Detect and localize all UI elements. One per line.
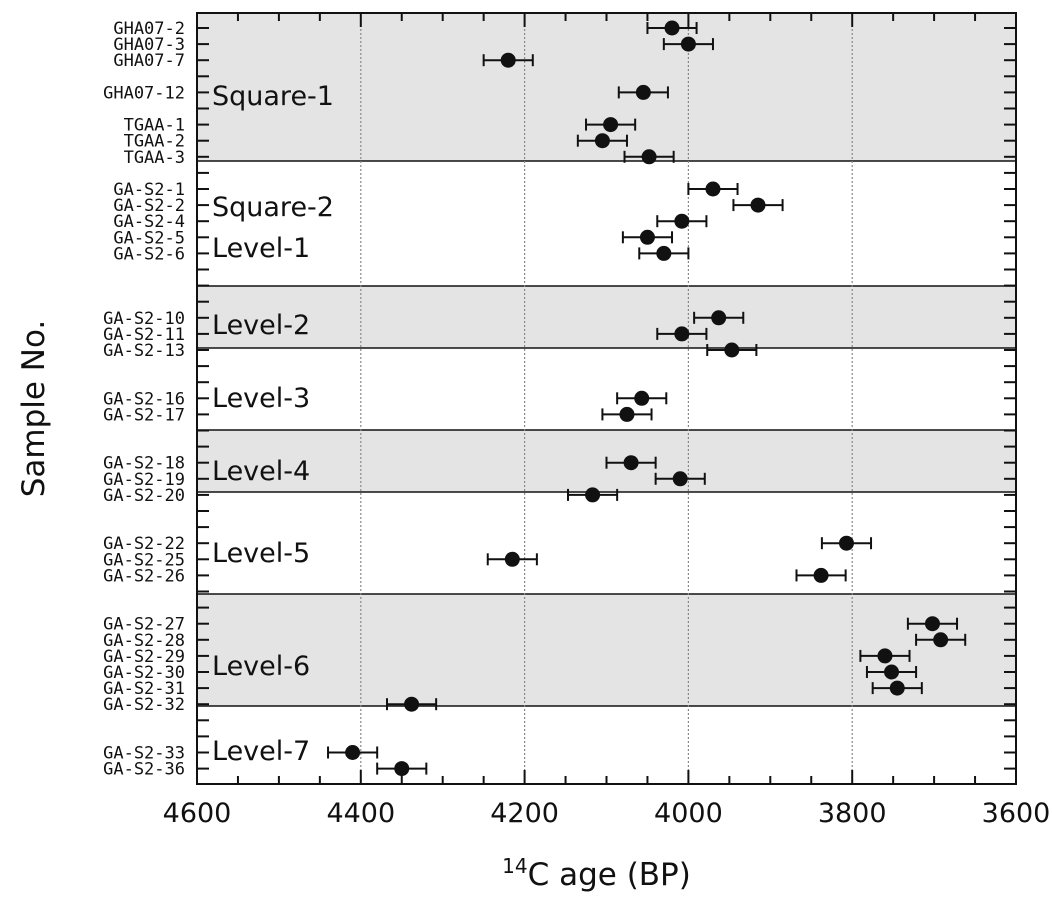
sample-label: GHA07-12 <box>103 83 185 103</box>
sample-label: GA-S2-20 <box>103 486 185 506</box>
data-point <box>641 149 657 165</box>
sample-label: GA-S2-31 <box>103 679 185 699</box>
data-point <box>838 535 854 551</box>
data-point <box>711 310 727 326</box>
group-labels: Square-1 Square-2 Level-1 Level-2 Level-3 Lev… <box>212 81 334 767</box>
sample-label: GA-S2-19 <box>103 470 185 490</box>
sample-label: GA-S2-22 <box>103 534 185 554</box>
data-point <box>404 696 420 712</box>
data-point <box>924 616 940 632</box>
sample-label: GA-S2-11 <box>103 325 185 345</box>
x-tick-label: 4600 <box>163 798 232 829</box>
data-point <box>680 36 696 52</box>
sample-label: GA-S2-36 <box>103 760 185 780</box>
x-axis-title-superscript: 14 <box>502 854 527 878</box>
data-point <box>664 20 680 36</box>
sample-label: GA-S2-29 <box>103 647 185 667</box>
data-point <box>674 326 690 342</box>
sample-label: GA-S2-16 <box>103 389 185 409</box>
group-bands <box>197 12 1016 707</box>
sample-label: GA-S2-5 <box>113 228 185 248</box>
sample-labels: GHA07-2GHA07-3GHA07-7GHA07-12TGAA-1TGAA-… <box>103 19 185 780</box>
data-point <box>674 213 690 229</box>
group-label: Level-2 <box>212 310 310 341</box>
sample-label: GA-S2-2 <box>113 196 185 216</box>
group-label: Level-3 <box>212 383 310 414</box>
sample-label: GA-S2-4 <box>113 212 185 232</box>
sample-label: GA-S2-30 <box>103 663 185 683</box>
x-ticks <box>196 13 1017 784</box>
x-tick-label: 4200 <box>490 798 559 829</box>
data-point <box>345 745 361 760</box>
y-axis-title: Sample No. <box>16 320 52 498</box>
data-point <box>889 680 905 696</box>
sample-label: GA-S2-25 <box>103 550 185 570</box>
data-point <box>619 406 635 422</box>
sample-label: GA-S2-26 <box>103 566 185 586</box>
data-point <box>656 245 672 261</box>
x-tick-label: 3600 <box>982 798 1051 829</box>
sample-label: GA-S2-6 <box>113 244 185 264</box>
group-label: Square-1 <box>212 81 334 112</box>
data-point <box>594 133 610 149</box>
data-point <box>603 117 619 133</box>
data-point <box>884 664 900 680</box>
x-tick-label: 3800 <box>818 798 887 829</box>
group-label: Level-4 <box>212 456 310 487</box>
y-ticks <box>197 27 1016 770</box>
data-point <box>933 632 949 648</box>
data-point <box>639 229 655 245</box>
group-label: Level-6 <box>212 651 310 682</box>
sample-label: GHA07-3 <box>113 35 185 55</box>
sample-label: GA-S2-28 <box>103 631 185 651</box>
data-point <box>672 471 688 487</box>
sample-label: GA-S2-33 <box>103 744 185 764</box>
sample-label: GA-S2-13 <box>103 341 185 361</box>
sample-label: TGAA-1 <box>124 116 185 136</box>
data-point <box>504 551 520 567</box>
group-label: Level-1 <box>212 233 310 264</box>
data-point <box>877 648 893 664</box>
data-point <box>724 342 740 358</box>
x-tick-labels: 4600 4400 4200 4000 3800 3600 <box>163 798 1051 829</box>
group-label: Square-2 <box>212 192 334 223</box>
data-point <box>394 761 410 777</box>
data-point <box>585 487 601 503</box>
sample-label: GA-S2-27 <box>103 615 185 635</box>
data-point <box>500 52 516 68</box>
group-band-shaded <box>197 286 1016 348</box>
sample-label: GA-S2-18 <box>103 454 185 474</box>
x-axis-title: 14C age (BP) <box>502 854 691 893</box>
sample-label: GA-S2-1 <box>113 180 185 200</box>
sample-label: GA-S2-10 <box>103 309 185 329</box>
data-point <box>705 181 721 197</box>
sample-label: TGAA-2 <box>124 132 185 152</box>
data-point <box>635 84 651 100</box>
sample-label: TGAA-3 <box>124 148 185 168</box>
sample-label: GA-S2-32 <box>103 695 185 715</box>
x-tick-label: 4000 <box>654 798 723 829</box>
x-gridlines <box>360 13 853 784</box>
group-label: Level-5 <box>212 538 310 569</box>
sample-label: GHA07-2 <box>113 19 185 39</box>
data-point <box>813 567 829 583</box>
x-tick-label: 4400 <box>326 798 395 829</box>
sample-label: GA-S2-17 <box>103 405 185 425</box>
group-label: Level-7 <box>212 736 310 767</box>
data-point <box>750 197 766 213</box>
x-axis-title-text: C age (BP) <box>528 857 691 893</box>
sample-label: GHA07-7 <box>113 51 185 71</box>
data-point <box>634 390 650 406</box>
data-point <box>623 455 639 471</box>
plot-frame <box>196 12 1017 785</box>
data-points <box>327 20 967 777</box>
